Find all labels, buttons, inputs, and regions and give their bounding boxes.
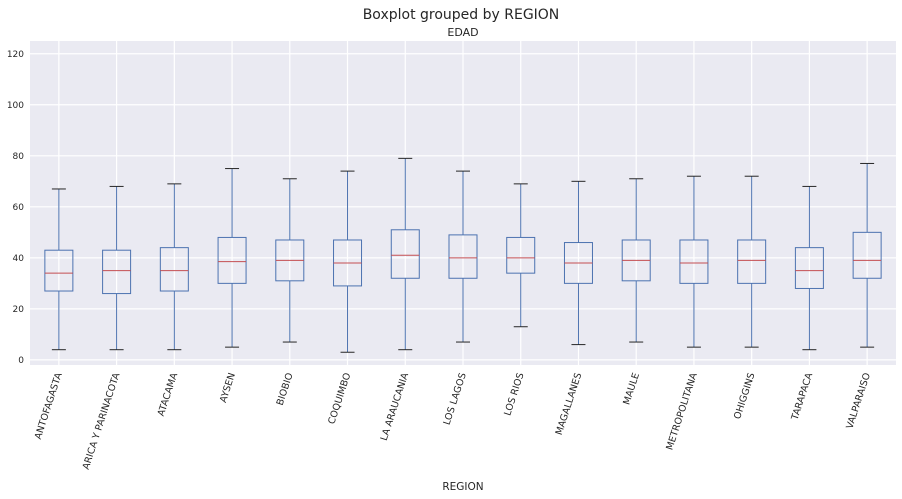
box-los-rios (506, 183, 536, 328)
x-tick-label: MAULE (621, 372, 642, 407)
y-tick-label: 100 (7, 101, 24, 111)
y-axis-ticks: 0 20 40 60 80 100 120 (7, 50, 24, 366)
x-tick-label: ANTOFAGASTA (33, 371, 65, 441)
chart-suptitle: Boxplot grouped by REGION (363, 7, 560, 23)
iqr-box (102, 249, 132, 295)
iqr-box (159, 247, 189, 292)
iqr-box (44, 249, 74, 292)
x-tick-label: BIOBIO (275, 372, 296, 407)
box-arica-y-parinacota (102, 185, 132, 351)
box-la-araucania (390, 157, 420, 351)
x-tick-label: MAGALLANES (554, 372, 584, 437)
x-tick-label: LOS LAGOS (442, 372, 469, 427)
x-tick-label: LOS RIOS (502, 372, 526, 418)
iqr-box (217, 236, 247, 284)
box-biobio (275, 178, 305, 343)
box-coquimbo (333, 170, 363, 353)
y-tick-label: 60 (13, 203, 25, 213)
y-tick-label: 40 (13, 254, 25, 264)
box-atacama (159, 183, 189, 351)
x-tick-label: ATACAMA (156, 371, 181, 418)
box-maule (621, 178, 651, 343)
y-tick-label: 120 (7, 50, 24, 60)
x-tick-label: TARAPACA (789, 371, 815, 422)
iqr-box (737, 239, 767, 284)
box-magallanes (563, 180, 593, 346)
y-tick-label: 0 (18, 356, 24, 366)
box-tarapaca (794, 185, 824, 351)
y-tick-label: 80 (13, 152, 25, 162)
x-tick-label: COQUIMBO (326, 372, 353, 426)
chart-title: EDAD (447, 26, 478, 39)
x-axis-ticks: ANTOFAGASTA ARICA Y PARINACOTA ATACAMA AYSE… (33, 371, 873, 471)
x-tick-label: METROPOLITANA (664, 371, 700, 451)
box-series (44, 157, 882, 353)
x-axis-label: REGION (442, 481, 483, 493)
iqr-box (506, 236, 536, 274)
box-valparaiso (852, 162, 882, 348)
box-ohiggins (737, 175, 767, 348)
y-tick-label: 20 (13, 305, 25, 315)
x-tick-label: OHIGGINS (732, 372, 757, 421)
box-los-lagos (448, 170, 478, 343)
iqr-box (794, 247, 824, 289)
box-aysen (217, 168, 247, 348)
x-tick-label: LA ARAUCANIA (379, 371, 411, 442)
box-metropolitana (679, 175, 709, 348)
iqr-box (448, 234, 478, 279)
iqr-box (390, 229, 420, 279)
x-tick-label: VALPARAISO (845, 372, 873, 431)
x-tick-label: AYSEN (218, 372, 238, 405)
iqr-box (679, 239, 709, 284)
iqr-box (852, 231, 882, 279)
box-antofagasta (44, 188, 74, 351)
x-tick-label: ARICA Y PARINACOTA (81, 371, 123, 471)
